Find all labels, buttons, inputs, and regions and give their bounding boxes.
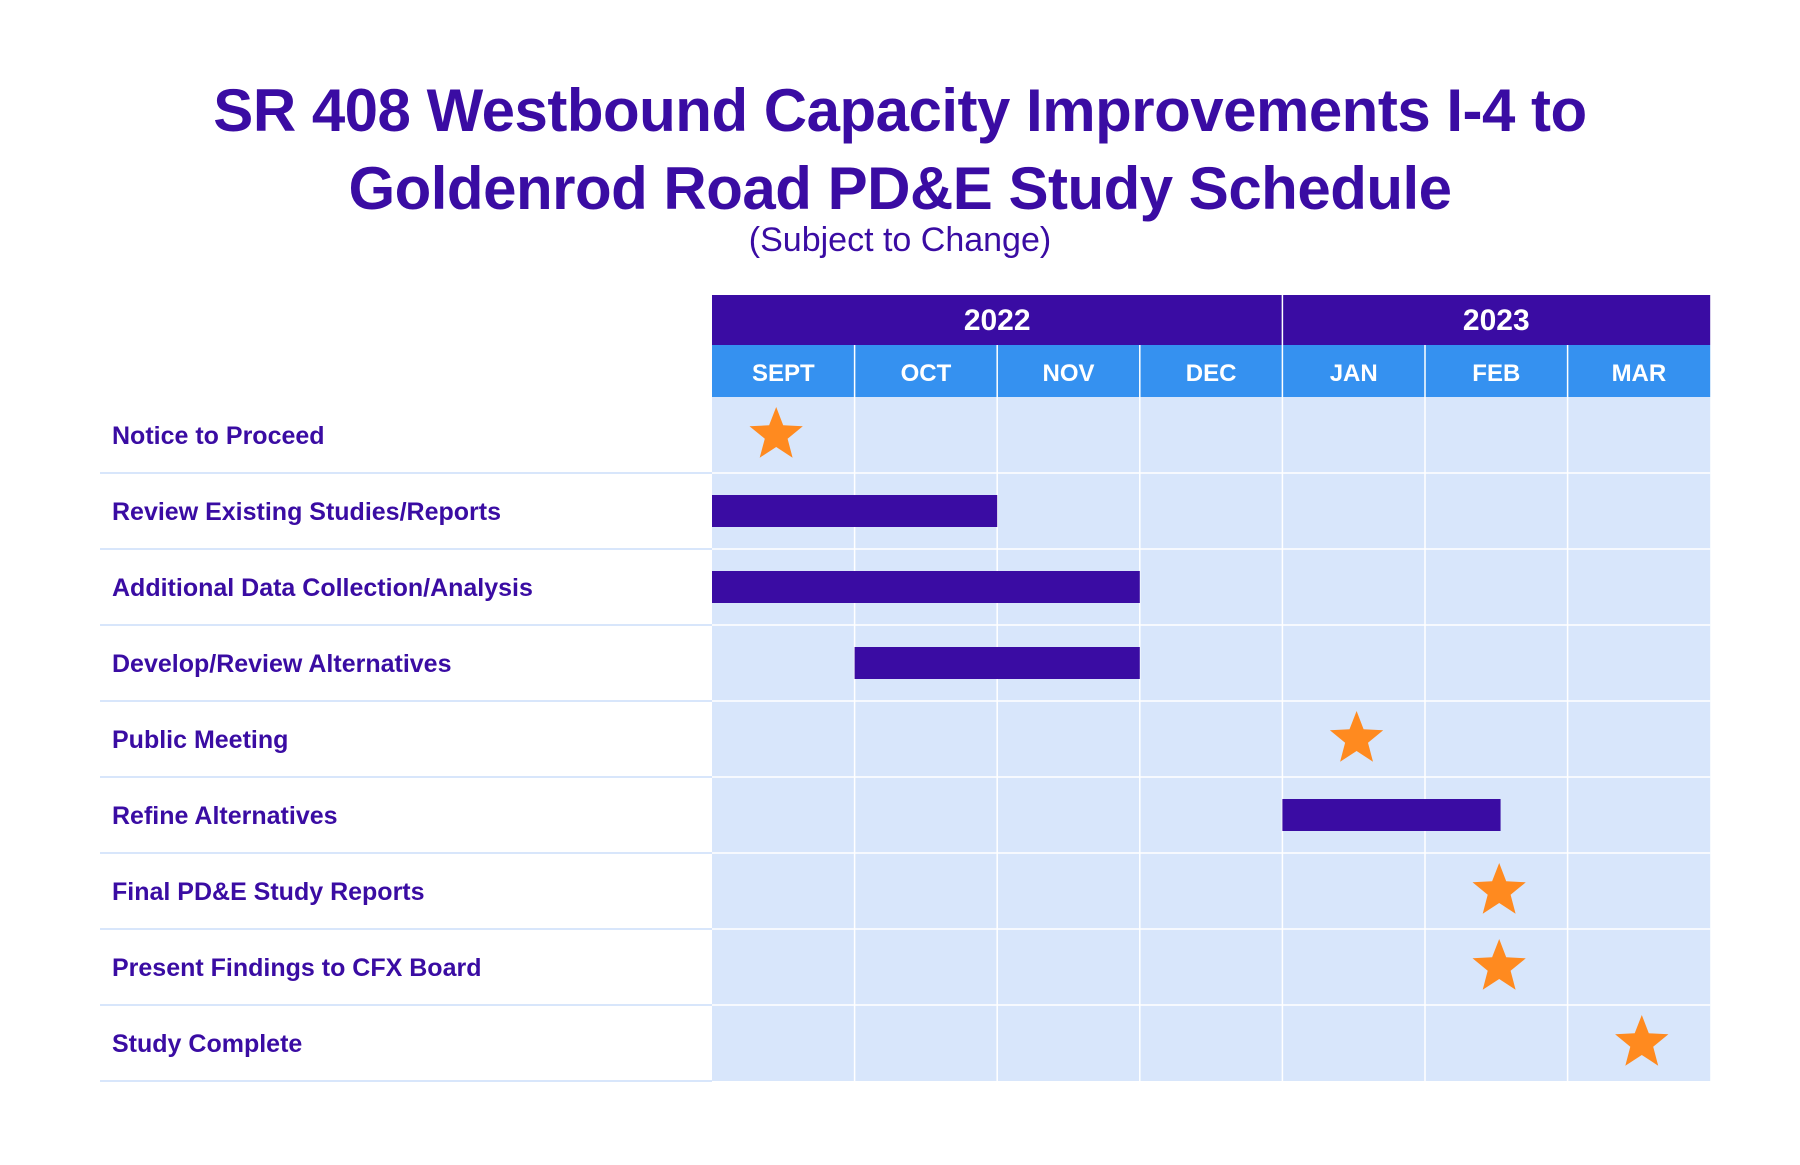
year-label: 2022 — [964, 304, 1031, 337]
month-label: JAN — [1330, 360, 1378, 387]
milestone-star-icon — [1615, 1015, 1669, 1066]
year-header-cell — [1282, 295, 1711, 345]
milestone-star-icon — [1329, 711, 1384, 762]
chart-title-line-1: SR 408 Westbound Capacity Improvements I… — [213, 77, 1587, 144]
task-label: Refine Alternatives — [112, 802, 338, 830]
month-label: MAR — [1612, 360, 1667, 387]
task-label: Additional Data Collection/Analysis — [112, 574, 533, 602]
month-label: DEC — [1186, 360, 1237, 387]
chart-title: SR 408 Westbound Capacity Improvements I… — [0, 72, 1800, 228]
task-label: Study Complete — [112, 1030, 302, 1058]
milestone-star-icon — [1472, 939, 1526, 990]
year-label: 2023 — [1463, 304, 1530, 337]
task-label: Notice to Proceed — [112, 422, 325, 450]
task-bar — [1282, 799, 1501, 831]
chart-title-line-2: Goldenrod Road PD&E Study Schedule — [348, 155, 1452, 222]
chart-subtitle: (Subject to Change) — [748, 221, 1052, 259]
task-bar — [712, 495, 998, 527]
month-label: OCT — [901, 360, 952, 387]
month-label: FEB — [1472, 360, 1520, 387]
milestone-star-icon — [749, 407, 803, 458]
month-header — [712, 345, 1711, 397]
milestone-star-icon — [1472, 863, 1526, 914]
task-label: Develop/Review Alternatives — [112, 650, 452, 678]
task-bar — [854, 647, 1140, 679]
year-header-cell — [712, 295, 1283, 345]
task-bar — [712, 571, 1140, 603]
task-label: Review Existing Studies/Reports — [112, 498, 501, 526]
task-label: Final PD&E Study Reports — [112, 878, 425, 906]
month-label: SEPT — [752, 360, 815, 387]
month-label: NOV — [1042, 360, 1094, 387]
task-label: Public Meeting — [112, 726, 288, 754]
task-label: Present Findings to CFX Board — [112, 954, 481, 982]
